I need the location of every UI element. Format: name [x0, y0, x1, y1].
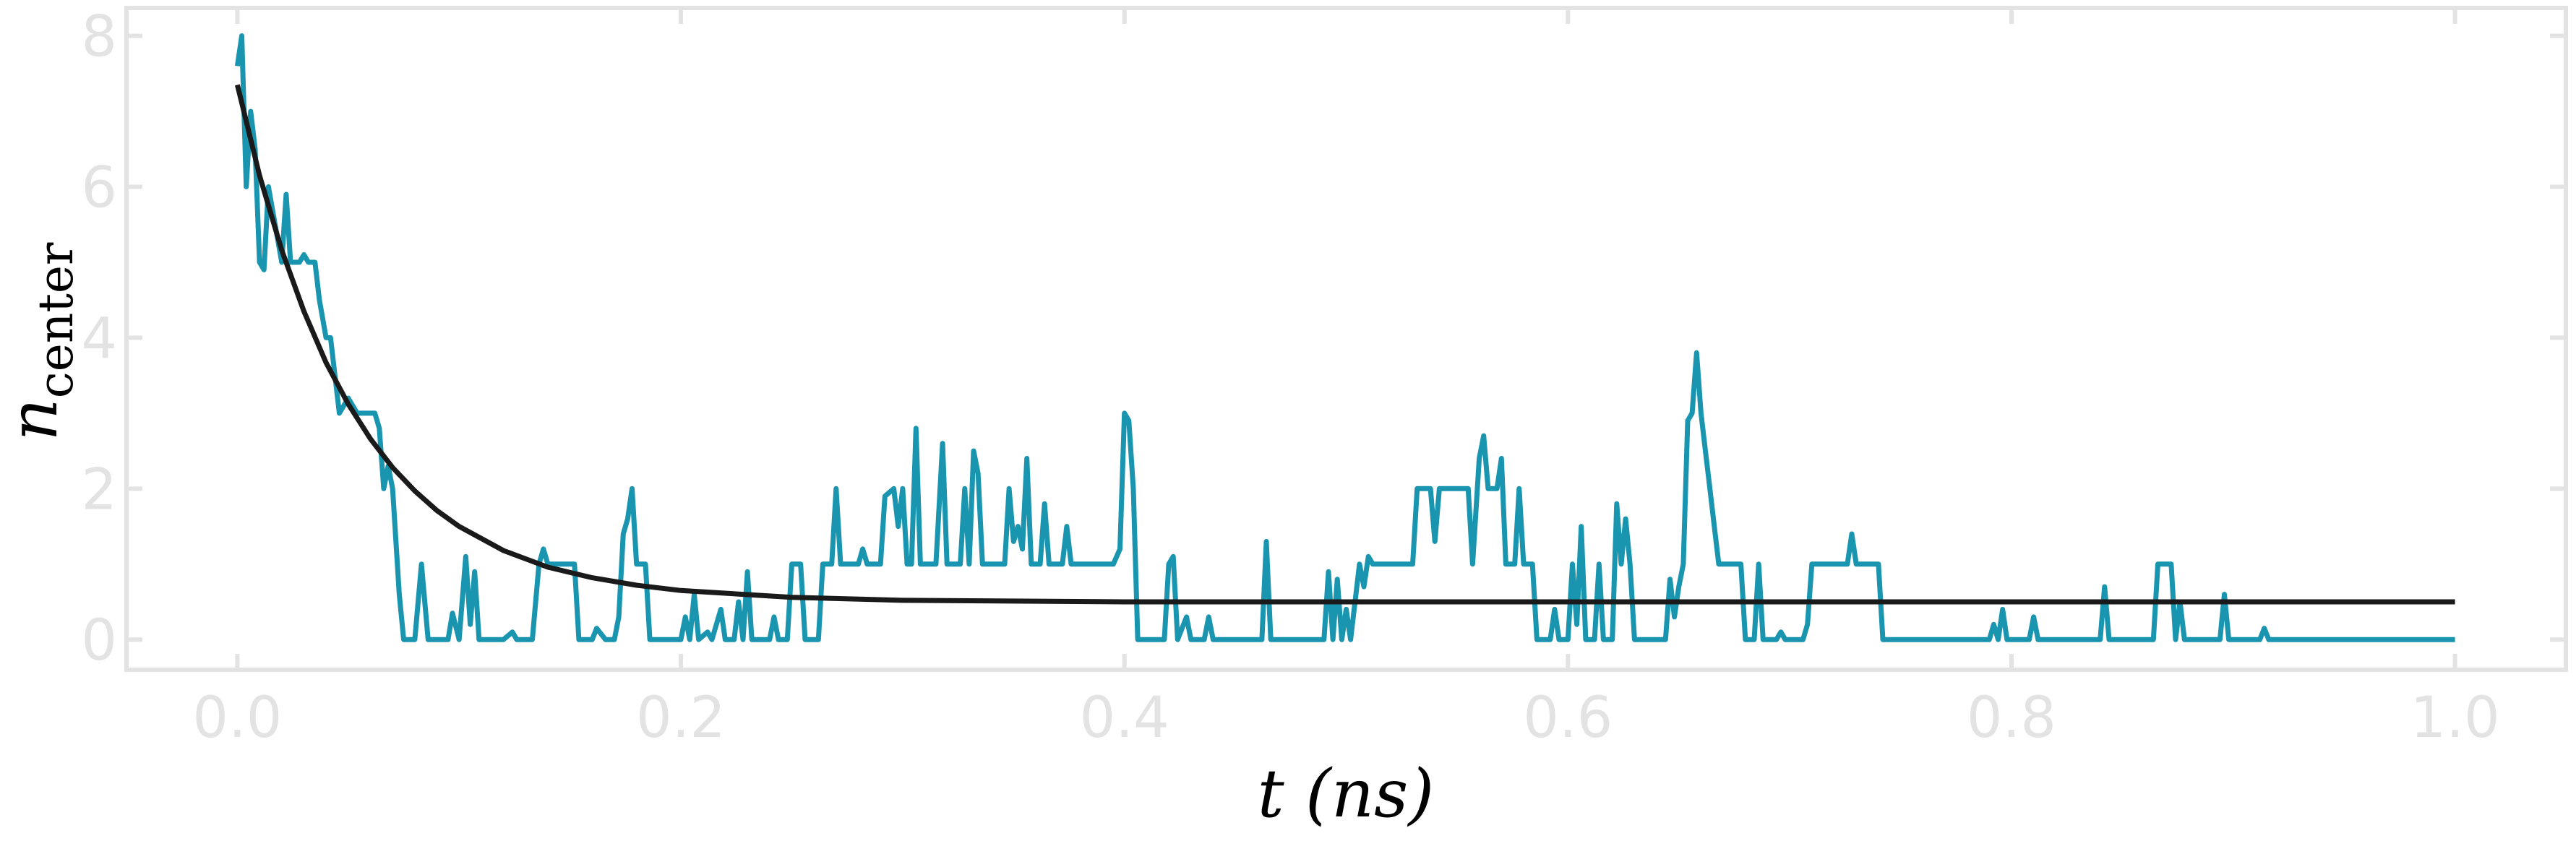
x-tick-label: 0.0: [192, 686, 282, 751]
x-tick-label: 0.8: [1967, 686, 2056, 751]
y-tick-label: 0: [81, 608, 117, 673]
x-tick-label: 1.0: [2410, 686, 2500, 751]
y-tick-label: 4: [81, 306, 117, 371]
y-tick-label: 8: [81, 5, 117, 70]
line-series: [234, 33, 2455, 642]
x-tick-label: 0.2: [636, 686, 726, 751]
x-axis-label: t (ns): [1258, 755, 1434, 832]
plot-frame: [124, 6, 2568, 672]
y-tick-label: 6: [81, 156, 117, 221]
y-label-subscript: center: [28, 242, 84, 398]
line-series: [235, 84, 2455, 605]
x-tick-label: 0.6: [1523, 686, 1613, 751]
x-tick-label: 0.4: [1080, 686, 1169, 751]
y-tick-label: 2: [81, 457, 117, 522]
y-axis-label: ncenter: [0, 242, 84, 441]
y-label-main: n: [0, 398, 72, 441]
